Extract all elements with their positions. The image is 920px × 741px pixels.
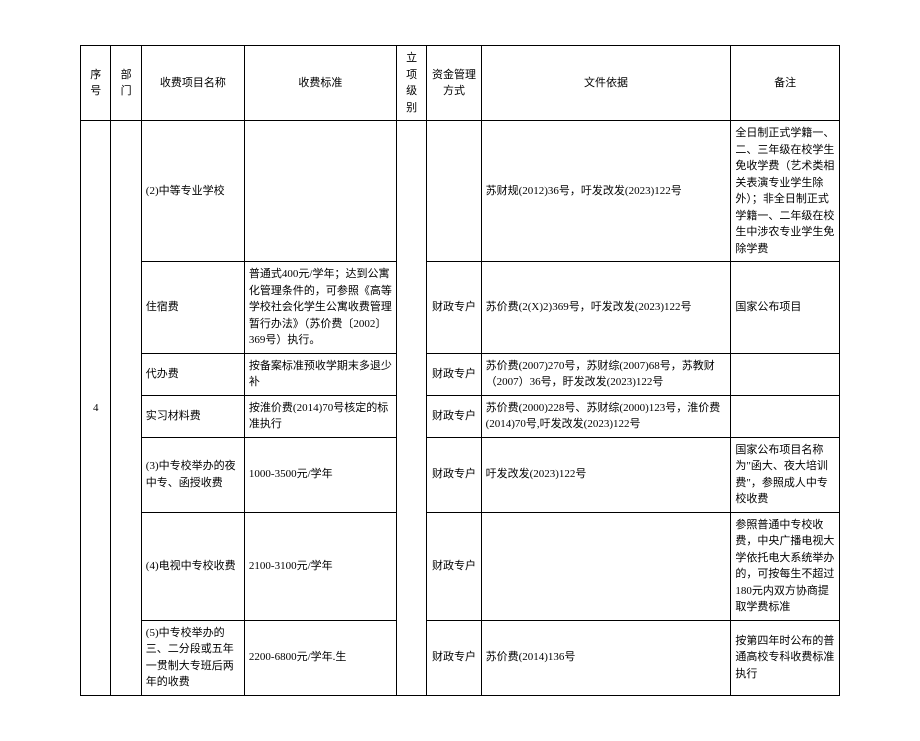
header-level: 立项级别 [396, 46, 426, 121]
header-seq: 序号 [81, 46, 111, 121]
cell-remark [731, 353, 840, 395]
cell-item: 住宿费 [141, 262, 244, 354]
cell-std: 普通式400元/学年；达到公寓化管理条件的，可参照《高等学校社会化学生公寓收费管… [244, 262, 396, 354]
cell-level [396, 121, 426, 696]
cell-item: (5)中专校举办的三、二分段或五年一贯制大专班后两年的收费 [141, 620, 244, 695]
cell-basis: 苏财规(2012)36号，吁发改发(2023)122号 [481, 121, 731, 262]
cell-std: 按备案标准预收学期末多退少补 [244, 353, 396, 395]
cell-item: (3)中专校举办的夜中专、函授收费 [141, 437, 244, 512]
table-row: (4)电视中专校收费 2100-3100元/学年 财政专户 参照普通中专校收费，… [81, 512, 840, 620]
header-std: 收费标准 [244, 46, 396, 121]
cell-item: (4)电视中专校收费 [141, 512, 244, 620]
table-row: 4 (2)中等专业学校 苏财规(2012)36号，吁发改发(2023)122号 … [81, 121, 840, 262]
cell-fund: 财政专户 [427, 262, 481, 354]
cell-std: 1000-3500元/学年 [244, 437, 396, 512]
cell-remark: 按第四年时公布的普通高校专科收费标准执行 [731, 620, 840, 695]
cell-basis: 苏价费(2014)136号 [481, 620, 731, 695]
cell-fund: 财政专户 [427, 437, 481, 512]
cell-dept [111, 121, 141, 696]
cell-item: 代办费 [141, 353, 244, 395]
cell-std [244, 121, 396, 262]
cell-std: 2200-6800元/学年.生 [244, 620, 396, 695]
cell-fund [427, 121, 481, 262]
cell-fund: 财政专户 [427, 353, 481, 395]
fee-table: 序号 部门 收费项目名称 收费标准 立项级别 资金管理方式 文件依据 备注 4 … [80, 45, 840, 696]
header-basis: 文件依据 [481, 46, 731, 121]
cell-fund: 财政专户 [427, 620, 481, 695]
header-dept: 部门 [111, 46, 141, 121]
cell-fund: 财政专户 [427, 512, 481, 620]
cell-basis: 苏价费(2(X)2)369号，吁发改发(2023)122号 [481, 262, 731, 354]
cell-basis [481, 512, 731, 620]
header-item: 收费项目名称 [141, 46, 244, 121]
cell-basis: 苏价费(2007)270号，苏财综(2007)68号，苏教财（2007）36号，… [481, 353, 731, 395]
table-row: (3)中专校举办的夜中专、函授收费 1000-3500元/学年 财政专户 吁发改… [81, 437, 840, 512]
table-row: 代办费 按备案标准预收学期末多退少补 财政专户 苏价费(2007)270号，苏财… [81, 353, 840, 395]
table-row: 住宿费 普通式400元/学年；达到公寓化管理条件的，可参照《高等学校社会化学生公… [81, 262, 840, 354]
cell-remark: 参照普通中专校收费，中央广播电视大学依托电大系统举办的，可按每生不超过180元内… [731, 512, 840, 620]
cell-remark [731, 395, 840, 437]
cell-remark: 全日制正式学籍一、二、三年级在校学生免收学费（艺术类相关表演专业学生除外）；非全… [731, 121, 840, 262]
table-row: 实习材料费 按淮价费(2014)70号核定的标准执行 财政专户 苏价费(2000… [81, 395, 840, 437]
cell-seq: 4 [81, 121, 111, 696]
table-row: (5)中专校举办的三、二分段或五年一贯制大专班后两年的收费 2200-6800元… [81, 620, 840, 695]
header-fund: 资金管理方式 [427, 46, 481, 121]
cell-std: 2100-3100元/学年 [244, 512, 396, 620]
cell-remark: 国家公布项目名称为"函大、夜大培训费"，参照成人中专校收费 [731, 437, 840, 512]
header-remark: 备注 [731, 46, 840, 121]
cell-remark: 国家公布项目 [731, 262, 840, 354]
cell-item: (2)中等专业学校 [141, 121, 244, 262]
cell-fund: 财政专户 [427, 395, 481, 437]
cell-std: 按淮价费(2014)70号核定的标准执行 [244, 395, 396, 437]
cell-basis: 苏价费(2000)228号、苏财综(2000)123号，淮价费(2014)70号… [481, 395, 731, 437]
table-header-row: 序号 部门 收费项目名称 收费标准 立项级别 资金管理方式 文件依据 备注 [81, 46, 840, 121]
cell-basis: 吁发改发(2023)122号 [481, 437, 731, 512]
cell-item: 实习材料费 [141, 395, 244, 437]
